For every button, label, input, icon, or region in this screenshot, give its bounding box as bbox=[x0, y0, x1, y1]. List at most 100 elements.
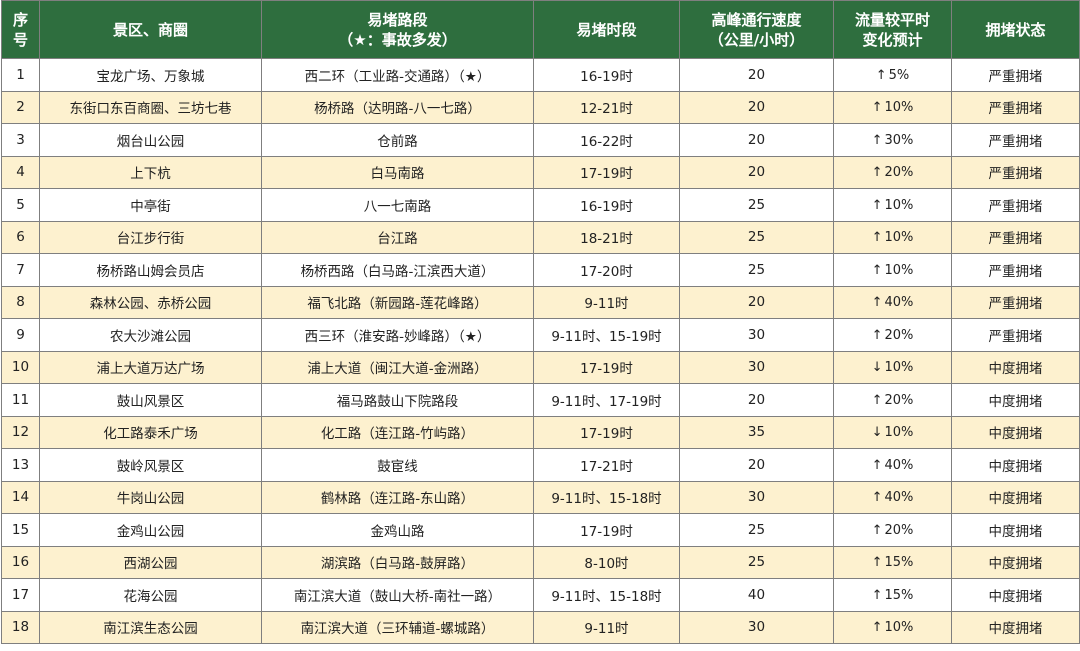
trend-arrow-icon: ↑ bbox=[871, 490, 883, 506]
cell-speed: 20 bbox=[679, 448, 834, 482]
trend-arrow-icon: ↑ bbox=[871, 132, 883, 148]
cell-road: 杨桥西路（白马路-江滨西大道） bbox=[261, 253, 534, 287]
change-value: 10% bbox=[884, 262, 914, 278]
cell-index: 18 bbox=[1, 610, 40, 644]
cell-area: 鼓山风景区 bbox=[39, 383, 262, 417]
table-row: 2 东街口东百商圈、三坊七巷 杨桥路（达明路-八一七路） 12-21时 20 ↑… bbox=[1, 90, 1080, 124]
cell-status: 中度拥堵 bbox=[951, 545, 1080, 579]
cell-area: 西湖公园 bbox=[39, 545, 262, 579]
cell-change: ↑ 30% bbox=[833, 123, 952, 157]
cell-index: 7 bbox=[1, 253, 40, 287]
change-value: 15% bbox=[884, 587, 914, 603]
trend-arrow-icon: ↑ bbox=[871, 522, 883, 538]
table-row: 4 上下杭 白马南路 17-19时 20 ↑ 20% 严重拥堵 bbox=[1, 155, 1080, 189]
change-value: 20% bbox=[884, 327, 914, 343]
cell-period: 17-19时 bbox=[533, 350, 680, 384]
cell-status: 中度拥堵 bbox=[951, 578, 1080, 612]
change-value: 40% bbox=[884, 295, 914, 311]
cell-index: 10 bbox=[1, 350, 40, 384]
cell-change: ↑ 20% bbox=[833, 318, 952, 352]
cell-change: ↓ 10% bbox=[833, 415, 952, 449]
cell-change: ↑ 10% bbox=[833, 90, 952, 124]
cell-index: 9 bbox=[1, 318, 40, 352]
change-value: 30% bbox=[884, 132, 914, 148]
table-row: 9 农大沙滩公园 西三环（淮安路-妙峰路）（★） 9-11时、15-19时 30… bbox=[1, 318, 1080, 352]
cell-road: 浦上大道（闽江大道-金洲路） bbox=[261, 350, 534, 384]
cell-area: 杨桥路山姆会员店 bbox=[39, 253, 262, 287]
cell-area: 森林公园、赤桥公园 bbox=[39, 285, 262, 319]
change-value: 10% bbox=[884, 230, 914, 246]
cell-speed: 30 bbox=[679, 350, 834, 384]
cell-speed: 30 bbox=[679, 610, 834, 644]
cell-status: 中度拥堵 bbox=[951, 350, 1080, 384]
cell-change: ↑ 10% bbox=[833, 220, 952, 254]
cell-road: 金鸡山路 bbox=[261, 513, 534, 547]
change-value: 40% bbox=[884, 490, 914, 506]
cell-status: 严重拥堵 bbox=[951, 123, 1080, 157]
table-row: 13 鼓岭风景区 鼓宦线 17-21时 20 ↑ 40% 中度拥堵 bbox=[1, 448, 1080, 482]
trend-arrow-icon: ↑ bbox=[871, 555, 883, 571]
cell-speed: 35 bbox=[679, 415, 834, 449]
cell-speed: 25 bbox=[679, 253, 834, 287]
cell-road: 白马南路 bbox=[261, 155, 534, 189]
cell-status: 中度拥堵 bbox=[951, 610, 1080, 644]
cell-area: 南江滨生态公园 bbox=[39, 610, 262, 644]
trend-arrow-icon: ↑ bbox=[871, 262, 883, 278]
cell-area: 上下杭 bbox=[39, 155, 262, 189]
cell-speed: 30 bbox=[679, 480, 834, 514]
cell-speed: 20 bbox=[679, 123, 834, 157]
cell-status: 严重拥堵 bbox=[951, 58, 1080, 92]
cell-road: 湖滨路（白马路-鼓屏路） bbox=[261, 545, 534, 579]
cell-area: 台江步行街 bbox=[39, 220, 262, 254]
cell-road: 八一七南路 bbox=[261, 188, 534, 222]
cell-period: 12-21时 bbox=[533, 90, 680, 124]
cell-status: 严重拥堵 bbox=[951, 285, 1080, 319]
cell-road: 化工路（连江路-竹屿路） bbox=[261, 415, 534, 449]
cell-index: 8 bbox=[1, 285, 40, 319]
cell-index: 2 bbox=[1, 90, 40, 124]
cell-road: 南江滨大道（鼓山大桥-南社一路） bbox=[261, 578, 534, 612]
cell-period: 16-19时 bbox=[533, 188, 680, 222]
cell-change: ↑ 5% bbox=[833, 58, 952, 92]
header-status: 拥堵状态 bbox=[951, 0, 1080, 59]
cell-speed: 25 bbox=[679, 513, 834, 547]
change-value: 40% bbox=[884, 457, 914, 473]
cell-area: 农大沙滩公园 bbox=[39, 318, 262, 352]
cell-road: 仓前路 bbox=[261, 123, 534, 157]
cell-index: 13 bbox=[1, 448, 40, 482]
trend-arrow-icon: ↑ bbox=[871, 620, 883, 636]
table-row: 6 台江步行街 台江路 18-21时 25 ↑ 10% 严重拥堵 bbox=[1, 220, 1080, 254]
cell-change: ↑ 40% bbox=[833, 448, 952, 482]
cell-period: 9-11时 bbox=[533, 610, 680, 644]
table-row: 8 森林公园、赤桥公园 福飞北路（新园路-莲花峰路） 9-11时 20 ↑ 40%… bbox=[1, 285, 1080, 319]
cell-period: 17-19时 bbox=[533, 513, 680, 547]
trend-arrow-icon: ↑ bbox=[871, 197, 883, 213]
cell-change: ↑ 15% bbox=[833, 545, 952, 579]
trend-arrow-icon: ↑ bbox=[871, 295, 883, 311]
cell-period: 9-11时、15-19时 bbox=[533, 318, 680, 352]
change-value: 10% bbox=[884, 360, 914, 376]
table-row: 12 化工路泰禾广场 化工路（连江路-竹屿路） 17-19时 35 ↓ 10% 中… bbox=[1, 415, 1080, 449]
cell-period: 9-11时、15-18时 bbox=[533, 480, 680, 514]
change-value: 15% bbox=[884, 555, 914, 571]
table-row: 14 牛岗山公园 鹤林路（连江路-东山路） 9-11时、15-18时 30 ↑ 4… bbox=[1, 480, 1080, 514]
cell-speed: 20 bbox=[679, 285, 834, 319]
table-row: 16 西湖公园 湖滨路（白马路-鼓屏路） 8-10时 25 ↑ 15% 中度拥堵 bbox=[1, 545, 1080, 579]
trend-arrow-icon: ↓ bbox=[871, 425, 883, 441]
cell-area: 烟台山公园 bbox=[39, 123, 262, 157]
cell-status: 严重拥堵 bbox=[951, 253, 1080, 287]
table-row: 18 南江滨生态公园 南江滨大道（三环辅道-螺城路） 9-11时 30 ↑ 10%… bbox=[1, 610, 1080, 644]
cell-change: ↑ 40% bbox=[833, 480, 952, 514]
cell-status: 严重拥堵 bbox=[951, 318, 1080, 352]
cell-period: 9-11时、17-19时 bbox=[533, 383, 680, 417]
cell-index: 12 bbox=[1, 415, 40, 449]
cell-index: 17 bbox=[1, 578, 40, 612]
cell-status: 中度拥堵 bbox=[951, 415, 1080, 449]
header-period: 易堵时段 bbox=[533, 0, 680, 59]
trend-arrow-icon: ↑ bbox=[871, 587, 883, 603]
cell-period: 9-11时、15-18时 bbox=[533, 578, 680, 612]
cell-speed: 25 bbox=[679, 220, 834, 254]
cell-index: 3 bbox=[1, 123, 40, 157]
change-value: 5% bbox=[888, 67, 910, 83]
